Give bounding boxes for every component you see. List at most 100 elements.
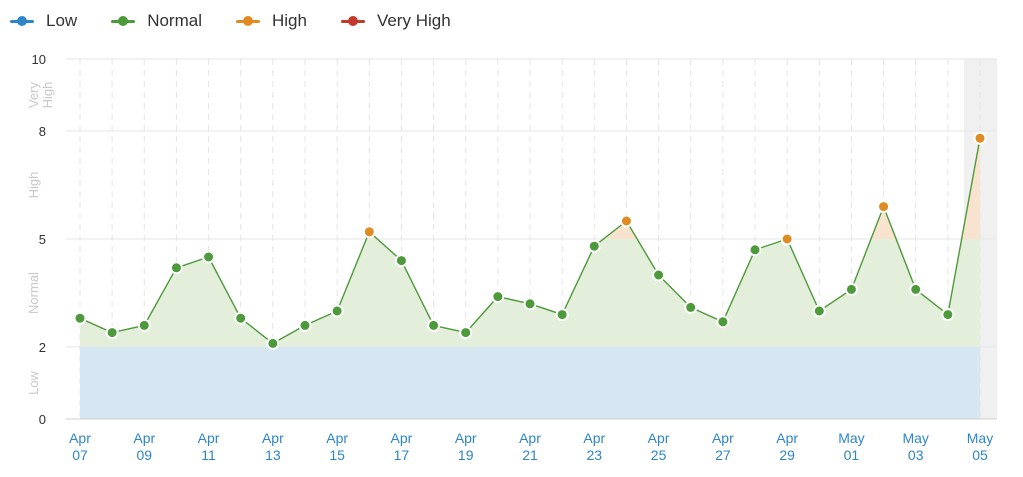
series-line-segment [947,138,981,315]
series-line-segment [368,231,402,262]
x-tick-label-day: 07 [72,447,88,463]
series-line-segment [593,220,627,247]
series-line-segment [915,288,949,316]
band-label: High [26,172,41,199]
data-point[interactable] [684,300,698,314]
data-point[interactable] [973,131,987,145]
x-tick-label-month: Apr [712,430,734,446]
x-tick-label-month: Apr [198,430,220,446]
x-tick-label-day: 21 [522,447,538,463]
data-point[interactable] [748,243,762,257]
data-point[interactable] [523,297,537,311]
data-point[interactable] [555,308,569,322]
series-line-segment [722,249,756,323]
legend-item-high[interactable]: High [235,11,307,31]
legend-item-very-high[interactable]: Very High [340,11,451,31]
x-tick-label-day: 15 [329,447,345,463]
low-band-area [80,347,980,419]
x-tick-label-day: 09 [136,447,152,463]
series-line-segment [850,206,885,290]
data-point[interactable] [844,282,858,296]
data-point[interactable] [652,268,666,282]
x-tick-label-day: 05 [972,447,988,463]
series-line-segment [786,238,820,312]
data-point[interactable] [619,214,633,228]
band-label: Low [26,370,41,394]
legend-label-low: Low [46,11,78,30]
series-line-segment [240,317,274,344]
data-point[interactable] [716,315,730,329]
x-tick-label-day: 17 [394,447,410,463]
legend-swatch-high [235,15,260,27]
data-point[interactable] [587,239,601,253]
series-line-segment [400,260,435,326]
band-label: High [40,82,55,109]
data-point[interactable] [459,326,473,340]
data-point[interactable] [105,326,119,340]
x-tick-label-day: 29 [779,447,795,463]
series-line-segment [658,274,692,308]
data-point[interactable] [73,311,87,325]
data-point[interactable] [780,232,794,246]
data-point[interactable] [330,304,344,318]
data-point[interactable] [202,250,216,264]
x-tick-label-month: Apr [583,430,605,446]
x-tick-label-month: Apr [519,430,541,446]
series-line-segment [336,231,370,312]
x-tick-label-month: Apr [648,430,670,446]
y-tick-label: 0 [39,412,46,427]
data-point[interactable] [169,261,183,275]
x-tick-label-day: 01 [844,447,860,463]
series-line-segment [561,245,595,315]
series-line-segment [625,220,660,276]
series-line-segment [882,206,917,290]
x-tick-label-month: Apr [69,430,91,446]
series-line-segment [465,296,499,334]
data-point[interactable] [812,304,826,318]
series-line-segment [143,267,178,326]
data-point[interactable] [234,311,248,325]
band-label: Very [26,81,41,108]
x-tick-label-month: Apr [391,430,413,446]
x-tick-label-day: 13 [265,447,281,463]
data-point[interactable] [298,318,312,332]
y-tick-label: 10 [32,52,46,67]
x-tick-label-month: Apr [133,430,155,446]
data-point[interactable] [877,200,891,214]
series-line-segment [207,256,242,319]
legend-item-normal[interactable]: Normal [111,11,202,31]
legend-swatch-low [10,15,34,27]
x-tick-label-month: Apr [776,430,798,446]
data-point[interactable] [491,290,505,304]
y-tick-label: 2 [39,340,46,355]
chart-legend: Low Normal High Very High [10,8,451,34]
legend-label-normal: Normal [147,11,202,30]
normal-area [80,138,980,347]
y-tick-label: 5 [39,232,46,247]
y-tick-label: 8 [39,124,46,139]
x-tick-label-day: 03 [908,447,924,463]
x-tick-label-month: Apr [326,430,348,446]
data-point[interactable] [137,318,151,332]
band-label: Normal [26,272,41,314]
legend-swatch-very-high [340,15,365,27]
data-point[interactable] [394,254,408,268]
x-tick-label-month: May [902,430,928,446]
x-tick-label-day: 19 [458,447,474,463]
legend-swatch-normal [111,15,136,27]
x-tick-label-day: 25 [651,447,667,463]
data-point[interactable] [362,225,376,239]
data-point[interactable] [266,336,280,350]
data-point[interactable] [909,282,923,296]
x-tick-label-month: Apr [262,430,284,446]
data-point[interactable] [427,318,441,332]
legend-item-low[interactable]: Low [10,11,77,31]
x-tick-label-day: 11 [201,447,216,463]
x-tick-label-month: Apr [455,430,477,446]
legend-label-high: High [271,11,307,30]
x-tick-label-month: May [967,430,993,446]
x-tick-label-month: May [838,430,864,446]
data-point[interactable] [941,308,955,322]
